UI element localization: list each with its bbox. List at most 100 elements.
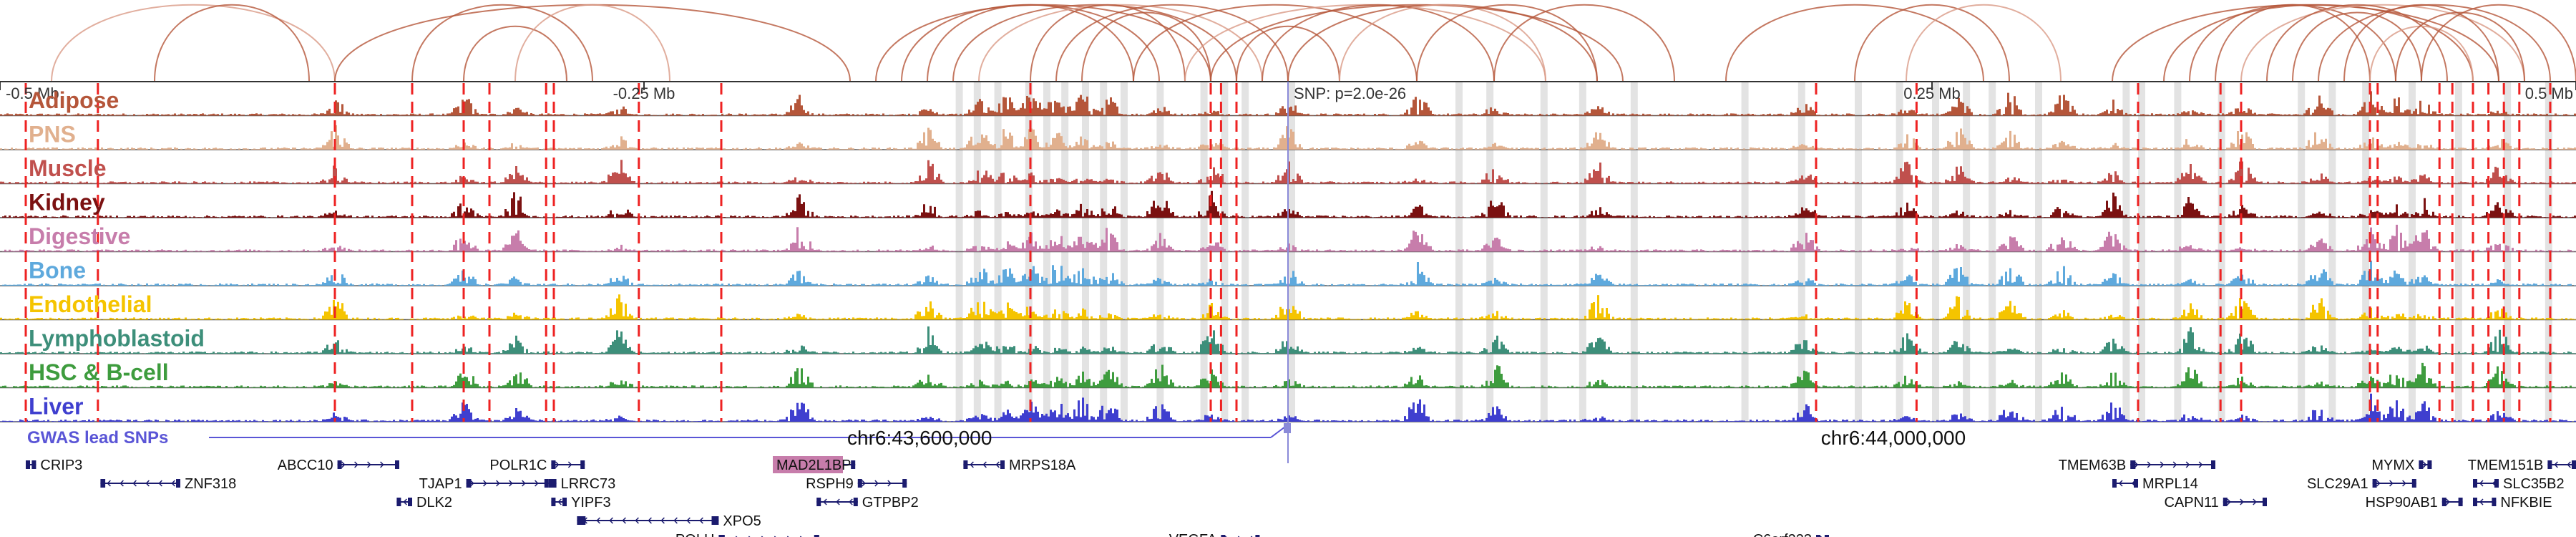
gene-exon bbox=[548, 479, 553, 488]
gene-exon bbox=[1221, 535, 1226, 537]
gene-exon bbox=[2441, 498, 2446, 506]
gene-label: NFKBIE bbox=[2500, 495, 2552, 511]
strand-arrow bbox=[622, 517, 626, 524]
strand-arrow bbox=[2160, 461, 2165, 468]
gene-label: TMEM63B bbox=[2059, 458, 2126, 473]
gene-exon bbox=[963, 460, 968, 469]
gene-exon bbox=[814, 535, 819, 537]
strand-arrow bbox=[823, 498, 827, 505]
gene-mrpl14: MRPL14 bbox=[2112, 476, 2198, 492]
strand-arrow bbox=[555, 461, 560, 468]
strand-arrow bbox=[2567, 461, 2571, 468]
gwas-track: GWAS lead SNPs bbox=[27, 423, 1291, 448]
strand-arrow bbox=[2134, 461, 2139, 468]
loop-arc bbox=[514, 4, 670, 82]
strand-arrow bbox=[648, 517, 652, 524]
gene-exon bbox=[2130, 460, 2136, 469]
strand-arrow bbox=[699, 517, 703, 524]
loop-arc bbox=[2163, 4, 2474, 82]
gene-exon bbox=[2411, 479, 2416, 488]
gene-dlk2: DLK2 bbox=[396, 495, 452, 511]
gene-exon bbox=[552, 479, 557, 488]
gene-slc35b2: SLC35B2 bbox=[2473, 476, 2565, 492]
strand-arrow bbox=[2554, 461, 2558, 468]
strand-arrow bbox=[367, 461, 371, 468]
loop-arc bbox=[411, 4, 593, 82]
gene-exon bbox=[2547, 460, 2552, 469]
strand-arrow bbox=[849, 498, 853, 505]
strand-arrow bbox=[862, 480, 866, 487]
gwas-snp-mark bbox=[1284, 423, 1291, 433]
gene-exon bbox=[2572, 460, 2576, 469]
gene-label: GTPBP2 bbox=[862, 495, 919, 511]
gene-exon bbox=[2134, 479, 2138, 488]
gene-hsp90ab1: HSP90AB1 bbox=[2366, 495, 2463, 511]
gene-annotation-track: CRIP3 ABCC10 POLR1C MAD2L1BP MRPS18A TMEM63B M… bbox=[26, 456, 2576, 537]
strand-arrow bbox=[171, 480, 175, 487]
strand-arrow bbox=[535, 480, 539, 487]
loop-arc bbox=[334, 4, 851, 82]
loop-arc bbox=[1055, 4, 1289, 82]
track-label-0: Adipose bbox=[29, 87, 119, 113]
strand-arrow bbox=[496, 480, 500, 487]
gene-label: MYMX bbox=[2371, 458, 2414, 473]
gene-exon bbox=[2372, 479, 2377, 488]
strand-arrow bbox=[483, 480, 487, 487]
gene-exon bbox=[466, 479, 472, 488]
strand-arrow bbox=[2147, 461, 2152, 468]
coordinate-axis: SNP: p=2.0e-26 -0.5 Mb -0.25 Mb 0.25 Mb 0.5… bbox=[0, 81, 2576, 463]
gene-label: ZNF318 bbox=[185, 476, 236, 492]
gene-exon bbox=[2494, 479, 2499, 488]
gene-label: LRRC73 bbox=[561, 476, 616, 492]
loop-arc bbox=[1493, 4, 1675, 82]
gwas-track-label: GWAS lead SNPs bbox=[27, 428, 168, 448]
snp-pvalue-label: SNP: p=2.0e-26 bbox=[1294, 84, 1406, 102]
gene-exon bbox=[2473, 479, 2477, 488]
gene-vegfa: VEGFA bbox=[1169, 532, 1260, 537]
loop-arc bbox=[1725, 4, 1984, 82]
gene-exon bbox=[1816, 535, 1820, 537]
loop-arc bbox=[1906, 4, 2062, 82]
gene-capn11: CAPN11 bbox=[2164, 495, 2267, 511]
gene-label: SLC29A1 bbox=[2307, 476, 2368, 492]
strand-arrow bbox=[341, 461, 346, 468]
gene-label: POLR1C bbox=[489, 458, 547, 473]
axis-tick-label: -0.25 Mb bbox=[613, 84, 675, 102]
loop-arc bbox=[1416, 4, 1598, 82]
gene-c6orf223: C6orf223 bbox=[1753, 532, 1829, 537]
gene-mymx: MYMX bbox=[2371, 458, 2432, 473]
loop-arc bbox=[51, 4, 336, 82]
strand-arrow bbox=[2479, 480, 2484, 487]
loop-arc bbox=[2395, 11, 2525, 82]
gene-exon bbox=[2473, 498, 2477, 506]
loop-arc bbox=[2343, 4, 2499, 82]
gene-label: VEGFA bbox=[1169, 532, 1217, 537]
gene-highlight-box bbox=[773, 456, 843, 473]
loop-arc bbox=[1854, 4, 2010, 82]
loop-arc bbox=[1236, 25, 1340, 82]
strand-arrow bbox=[982, 461, 987, 468]
gene-exon bbox=[544, 479, 549, 488]
gene-polh: POLH bbox=[675, 532, 819, 537]
strand-arrow bbox=[2198, 461, 2203, 468]
gene-label: CAPN11 bbox=[2164, 495, 2218, 511]
gene-exon bbox=[395, 460, 399, 469]
strand-arrow bbox=[567, 461, 572, 468]
loop-arc bbox=[927, 4, 1134, 82]
gene-rsph9: RSPH9 bbox=[806, 476, 907, 492]
gene-abcc10: ABCC10 bbox=[278, 458, 399, 473]
track-label-2: Muscle bbox=[29, 155, 106, 181]
gene-exon bbox=[857, 479, 862, 488]
coord-label-right: chr6:44,000,000 bbox=[1821, 427, 1966, 449]
strand-arrow bbox=[2227, 498, 2231, 505]
track-label-8: HSC & B-cell bbox=[29, 359, 169, 385]
strand-arrow bbox=[145, 480, 150, 487]
gene-label: C6orf223 bbox=[1753, 532, 1812, 537]
loop-arc bbox=[2369, 25, 2474, 82]
loop-arc bbox=[1133, 4, 1418, 82]
strand-arrow bbox=[673, 517, 678, 524]
gene-gtpbp2: GTPBP2 bbox=[816, 495, 919, 511]
strand-arrow bbox=[2253, 498, 2257, 505]
gene-label: ABCC10 bbox=[278, 458, 333, 473]
gene-exon bbox=[2223, 498, 2228, 506]
